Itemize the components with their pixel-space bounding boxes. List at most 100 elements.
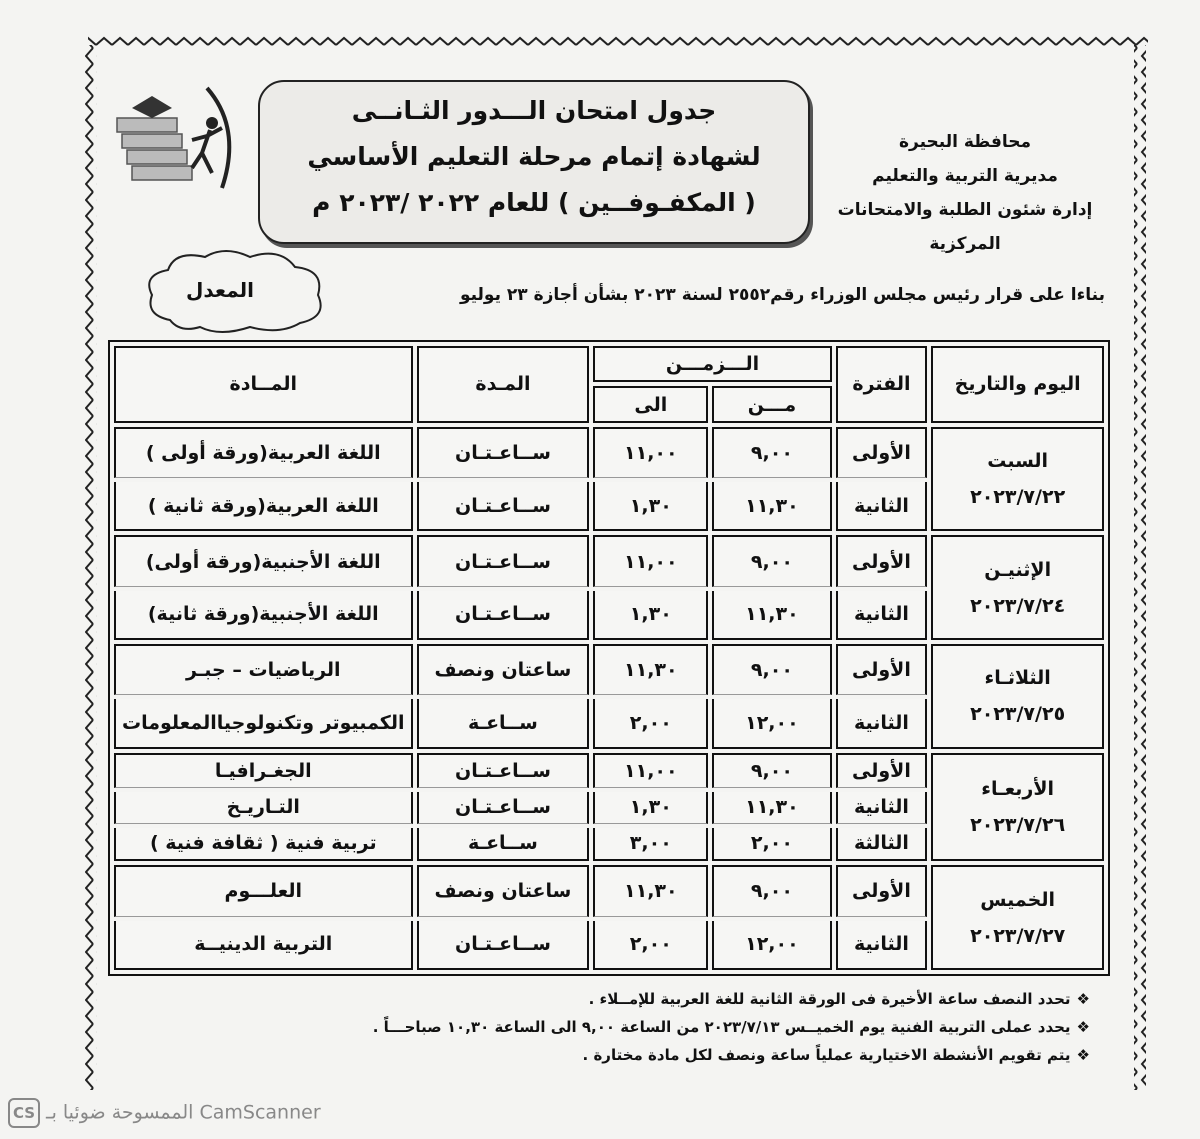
to-time-cell: ١,٣٠ xyxy=(593,482,709,532)
note-text: تحدد النصف ساعة الأخيرة فى الورقة الثاني… xyxy=(588,990,1071,1008)
subject-cell: الرياضيات – جبـر xyxy=(114,643,413,696)
subject-cell: اللغة العربية(ورقة ثانية ) xyxy=(114,482,413,532)
school-logo xyxy=(116,86,232,189)
period-cell: الثانية xyxy=(835,590,928,640)
day-date-cell: السبت ٢٠٢٣/٧/٢٢ xyxy=(931,426,1104,532)
duration-cell: ســاعـتـان xyxy=(416,920,590,970)
org-line: إدارة شئون الطلبة والامتحانات xyxy=(837,200,1093,220)
from-time-cell: ٢,٠٠ xyxy=(712,827,832,862)
duration-cell: ســاعـتـان xyxy=(416,791,590,824)
note-text: يتم تقويم الأنشطة الاختيارية عملياً ساعة… xyxy=(582,1046,1071,1064)
day-date-cell: الأربعـاء ٢٠٢٣/٧/٢٦ xyxy=(931,752,1104,862)
from-time-cell: ١١,٣٠ xyxy=(712,482,832,532)
day-name: الأربعـاء xyxy=(981,777,1055,800)
period-cell: الأولى xyxy=(835,535,928,587)
day-date-cell: الإثنيـن ٢٠٢٣/٧/٢٤ xyxy=(931,535,1104,640)
exam-date: ٢٠٢٣/٧/٢٦ xyxy=(970,813,1066,836)
header-subject: المــادة xyxy=(114,346,413,423)
bullet-icon: ❖ xyxy=(1076,1018,1090,1036)
header-duration: المـدة xyxy=(416,346,590,423)
to-time-cell: ١١,٠٠ xyxy=(593,535,709,587)
from-time-cell: ٩,٠٠ xyxy=(712,865,832,917)
table-row: الثانية ١٢,٠٠ ٢,٠٠ ســاعـة الكمبيوتر وتكنولو… xyxy=(114,699,1104,749)
from-time-cell: ١٢,٠٠ xyxy=(712,920,832,970)
exam-date: ٢٠٢٣/٧/٢٤ xyxy=(970,594,1066,617)
period-cell: الثانية xyxy=(835,920,928,970)
note-item: ❖ يحدد عملى التربية الفنية يوم الخميــس ٢… xyxy=(373,1013,1090,1041)
title-line-3: ( المكفـوفــين ) للعام ٢٠٢٢ /٢٠٢٣ م xyxy=(312,188,756,217)
bullet-icon: ❖ xyxy=(1076,990,1090,1008)
cloud-shape xyxy=(148,250,322,333)
note-item: ❖ يتم تقويم الأنشطة الاختيارية عملياً ساع… xyxy=(373,1041,1090,1069)
table-row: السبت ٢٠٢٣/٧/٢٢ الأولى ٩,٠٠ ١١,٠٠ ســاعـتـان ا… xyxy=(114,426,1104,532)
from-time-cell: ٩,٠٠ xyxy=(712,426,832,479)
to-time-cell: ١,٣٠ xyxy=(593,590,709,640)
header-time: الـــزمـــن xyxy=(593,346,832,383)
from-time-cell: ٩,٠٠ xyxy=(712,752,832,788)
subject-cell: التـاريـخ xyxy=(114,791,413,824)
to-time-cell: ١١,٠٠ xyxy=(593,752,709,788)
note-text: يحدد عملى التربية الفنية يوم الخميــس ٢٠… xyxy=(372,1018,1071,1036)
title-box: جدول امتحان الـــدور الثـانــى لشهادة إت… xyxy=(258,80,810,244)
cloud-label: المعدل xyxy=(186,278,254,302)
to-time-cell: ٣,٠٠ xyxy=(593,827,709,862)
period-cell: الثانية xyxy=(835,699,928,749)
table-row: الثانية ١١,٣٠ ١,٣٠ ســاعـتـان اللغة الأجنبية… xyxy=(114,590,1104,640)
title-line-2: لشهادة إتمام مرحلة التعليم الأساسي xyxy=(307,142,761,171)
header-day: اليوم والتاريخ xyxy=(931,346,1104,423)
to-time-cell: ٢,٠٠ xyxy=(593,699,709,749)
period-cell: الأولى xyxy=(835,865,928,917)
to-time-cell: ١,٣٠ xyxy=(593,791,709,824)
decree-text: بناءا على قرار رئيس مجلس الوزراء رقم٢٥٥٢… xyxy=(459,285,1105,305)
subject-cell: اللغة الأجنبية(ورقة أولى) xyxy=(114,535,413,587)
subject-cell: اللغة الأجنبية(ورقة ثانية) xyxy=(114,590,413,640)
notes-list: ❖ تحدد النصف ساعة الأخيرة فى الورقة الثان… xyxy=(373,985,1090,1069)
duration-cell: ســاعـتـان xyxy=(416,482,590,532)
table-row: الثانية ١١,٣٠ ١,٣٠ ســاعـتـان اللغة العربية(… xyxy=(114,482,1104,532)
day-name: الخميس xyxy=(980,888,1055,911)
table-header-row: مـــن الى xyxy=(114,386,1104,423)
subject-cell: الكمبيوتر وتكنولوجياالمعلومات xyxy=(114,699,413,749)
exam-schedule-table: اليوم والتاريخ الفترة الـــزمـــن المـدة… xyxy=(108,340,1110,976)
day-date-cell: الخميس ٢٠٢٣/٧/٢٧ xyxy=(931,865,1104,970)
duration-cell: ســاعـة xyxy=(416,827,590,862)
duration-cell: ســاعـتـان xyxy=(416,752,590,788)
table-row: الثانية ١٢,٠٠ ٢,٠٠ ســاعـتـان التربية الديني… xyxy=(114,920,1104,970)
header-from: مـــن xyxy=(712,386,832,423)
watermark-text: الممسوحة ضوئيا بـ CamScanner xyxy=(46,1101,321,1124)
duration-cell: ســاعـتـان xyxy=(416,535,590,587)
exam-date: ٢٠٢٣/٧/٢٥ xyxy=(970,703,1066,726)
subject-cell: تربية فنية ( ثقافة فنية ) xyxy=(114,827,413,862)
to-time-cell: ١١,٣٠ xyxy=(593,865,709,917)
period-cell: الثانية xyxy=(835,791,928,824)
duration-cell: ســاعـتـان xyxy=(416,590,590,640)
table-row: الإثنيـن ٢٠٢٣/٧/٢٤ الأولى ٩,٠٠ ١١,٠٠ ســاعـتـ… xyxy=(114,535,1104,640)
duration-cell: ســاعـة xyxy=(416,699,590,749)
org-line: المركزية xyxy=(929,234,1001,254)
day-date-cell: الثلاثـاء ٢٠٢٣/٧/٢٥ xyxy=(931,643,1104,749)
to-time-cell: ٢,٠٠ xyxy=(593,920,709,970)
duration-cell: ســاعـتـان xyxy=(416,426,590,479)
table-header-row: اليوم والتاريخ الفترة الـــزمـــن المـدة… xyxy=(114,346,1104,423)
from-time-cell: ٩,٠٠ xyxy=(712,535,832,587)
to-time-cell: ١١,٠٠ xyxy=(593,426,709,479)
day-name: السبت xyxy=(987,450,1049,472)
to-time-cell: ١١,٣٠ xyxy=(593,643,709,696)
org-line: محافظة البحيرة xyxy=(898,132,1032,152)
subject-cell: العلـــوم xyxy=(114,865,413,917)
from-time-cell: ١١,٣٠ xyxy=(712,590,832,640)
org-line: مديرية التربية والتعليم xyxy=(872,166,1058,186)
note-item: ❖ تحدد النصف ساعة الأخيرة فى الورقة الثان… xyxy=(373,985,1090,1013)
period-cell: الأولى xyxy=(835,426,928,479)
duration-cell: ساعتان ونصف xyxy=(416,865,590,917)
period-cell: الأولى xyxy=(835,752,928,788)
day-name: الإثنيـن xyxy=(984,558,1052,581)
duration-cell: ساعتان ونصف xyxy=(416,643,590,696)
period-cell: الأولى xyxy=(835,643,928,696)
camscanner-watermark: CS الممسوحة ضوئيا بـ CamScanner xyxy=(8,1098,321,1128)
organization-header: محافظة البحيرة مديرية التربية والتعليم إ… xyxy=(825,125,1105,261)
subject-cell: اللغة العربية(ورقة أولى ) xyxy=(114,426,413,479)
header-period: الفترة xyxy=(835,346,928,423)
table-row: الخميس ٢٠٢٣/٧/٢٧ الأولى ٩,٠٠ ١١,٣٠ ساعتان ونص… xyxy=(114,865,1104,970)
